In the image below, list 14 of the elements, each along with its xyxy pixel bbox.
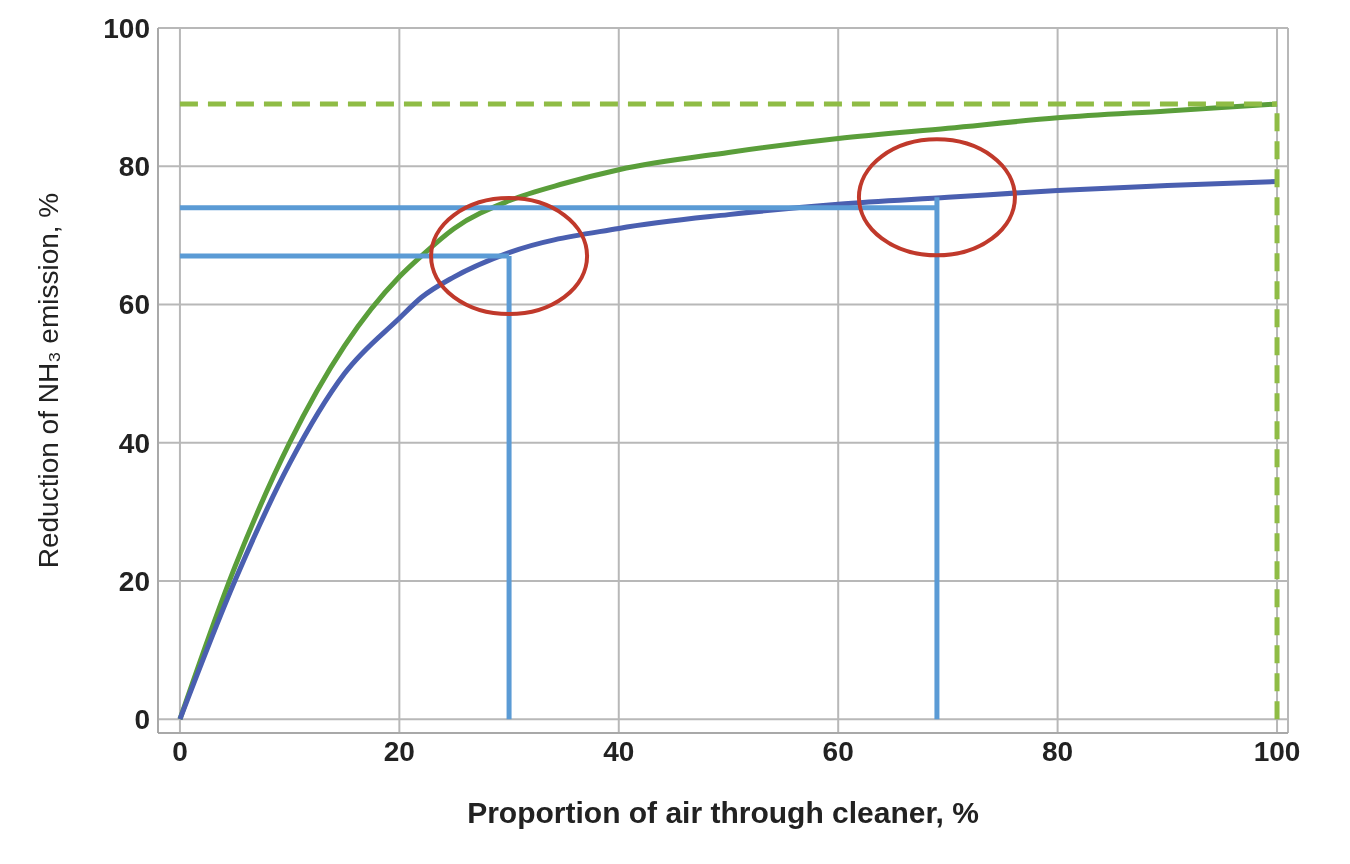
y-axis-title: Reduction of NH₃ emission, %	[32, 192, 64, 569]
y-tick-label: 40	[118, 427, 150, 459]
x-tick-label: 60	[822, 735, 854, 767]
x-tick-label: 40	[603, 735, 635, 767]
y-tick-label: 0	[134, 704, 150, 736]
x-tick-label: 100	[1253, 735, 1301, 767]
y-tick-label: 100	[103, 12, 150, 44]
x-tick-label: 20	[383, 735, 415, 767]
x-tick-label: 80	[1042, 735, 1074, 767]
x-tick-label: 0	[172, 735, 188, 767]
y-tick-label: 20	[118, 565, 150, 597]
y-tick-label: 60	[118, 289, 150, 321]
x-axis-title: Proportion of air through cleaner, %	[467, 796, 979, 829]
y-tick-label: 80	[118, 151, 150, 183]
